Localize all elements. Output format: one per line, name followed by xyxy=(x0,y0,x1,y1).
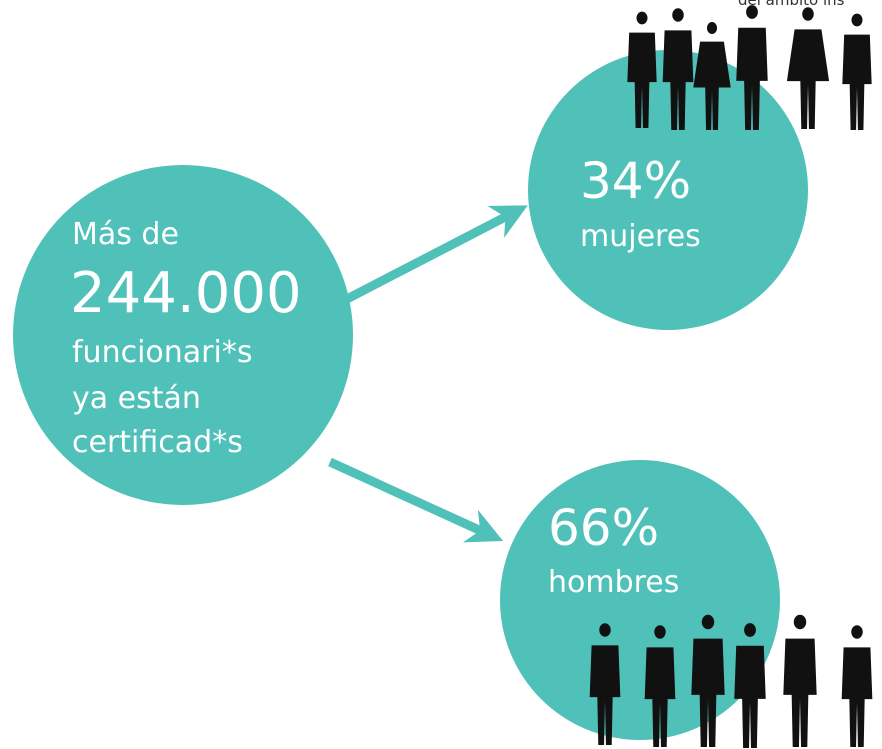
main-lead: Más de xyxy=(72,217,179,252)
silhouette xyxy=(842,14,871,130)
main-line: ya están xyxy=(72,381,201,416)
main-line: certificad*s xyxy=(72,425,243,460)
main-number: 244.000 xyxy=(70,261,302,326)
page: del ámbito ins Más de 244.000 funcionari… xyxy=(0,0,882,749)
silhouette xyxy=(787,7,829,129)
arrow-women xyxy=(345,212,515,300)
infographic: del ámbito ins Más de 244.000 funcionari… xyxy=(0,0,882,749)
silhouette xyxy=(783,615,816,747)
women-percent: 34% xyxy=(580,152,691,210)
main-line: funcionari*s xyxy=(72,335,252,370)
arrow-men xyxy=(330,462,490,535)
men-label: hombres xyxy=(548,565,679,600)
silhouette xyxy=(842,625,873,747)
men-percent: 66% xyxy=(548,499,659,557)
women-label: mujeres xyxy=(580,219,701,254)
